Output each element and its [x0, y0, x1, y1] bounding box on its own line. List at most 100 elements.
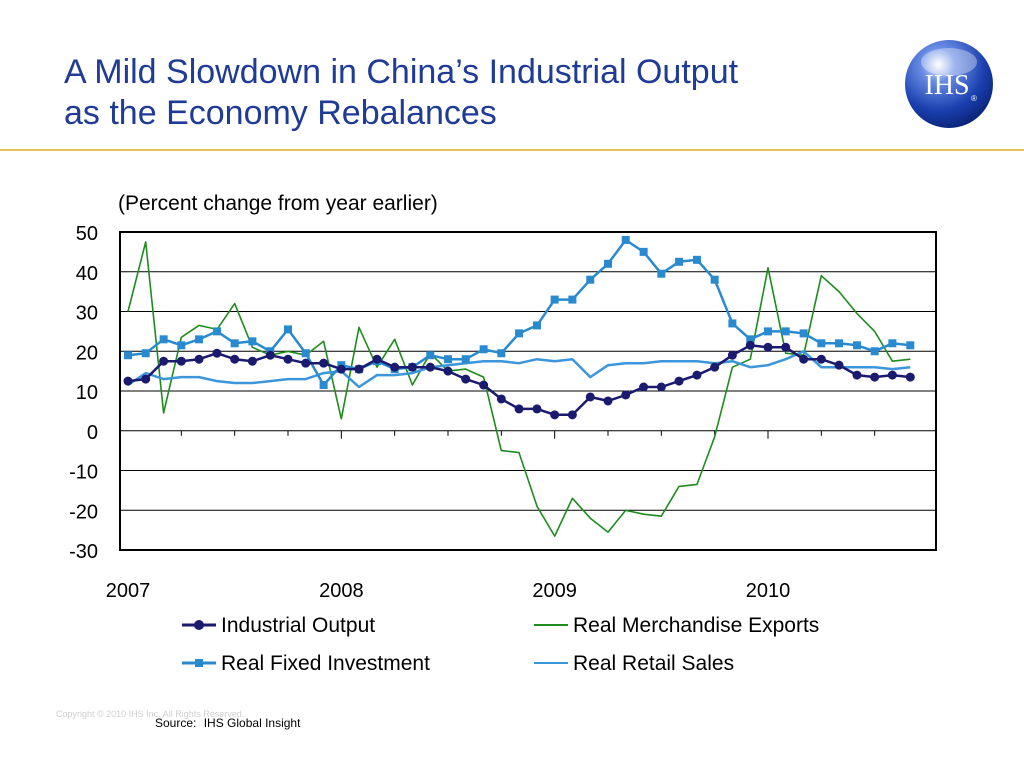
data-point-real-fixed-investment [284, 325, 292, 334]
data-point-industrial-output [816, 354, 826, 364]
plot-series [123, 235, 915, 537]
data-point-industrial-output [461, 374, 471, 384]
slide-title: A Mild Slowdown in China’s Industrial Ou… [64, 52, 738, 134]
data-point-real-fixed-investment [212, 327, 221, 336]
legend-label: Real Merchandise Exports [573, 614, 819, 637]
data-point-industrial-output [870, 372, 880, 382]
data-point-real-fixed-investment [799, 329, 808, 338]
y-tick-label: 20 [76, 342, 98, 364]
chart-subtitle: (Percent change from year earlier) [118, 192, 438, 215]
data-point-real-fixed-investment [692, 255, 701, 264]
x-axis: 2007 2008 2009 2010 [106, 430, 876, 602]
data-point-industrial-output [230, 354, 240, 364]
data-point-real-fixed-investment [532, 321, 541, 330]
legend-item-real-merchandise-exports: Real Merchandise Exports [534, 614, 819, 637]
data-point-real-fixed-investment [764, 327, 772, 336]
data-point-industrial-output [852, 370, 862, 380]
legend: Industrial Output Real Merchandise Export… [182, 614, 819, 675]
data-point-industrial-output [745, 340, 755, 350]
data-point-real-fixed-investment [852, 341, 861, 350]
source-text: IHS Global Insight [203, 716, 301, 730]
title-divider [0, 149, 1024, 151]
data-point-industrial-output [763, 342, 773, 352]
slide-title-line-2: as the Economy Rebalances [64, 94, 497, 132]
data-point-real-fixed-investment [195, 335, 204, 344]
data-point-industrial-output [727, 350, 737, 360]
logo-text: IHS [924, 70, 969, 101]
data-point-industrial-output [425, 362, 435, 372]
x-year-label: 2010 [746, 580, 791, 602]
data-point-industrial-output [550, 410, 560, 420]
y-tick-label: 0 [87, 422, 98, 444]
data-point-real-fixed-investment [515, 329, 524, 338]
data-point-real-fixed-investment [746, 335, 755, 344]
data-point-industrial-output [372, 354, 382, 364]
data-point-industrial-output [532, 404, 542, 414]
data-point-industrial-output [159, 356, 169, 366]
data-point-industrial-output [887, 370, 897, 380]
slide-title-line-1: A Mild Slowdown in China’s Industrial Ou… [64, 53, 739, 91]
data-point-industrial-output [585, 392, 595, 402]
data-point-industrial-output [639, 382, 649, 392]
data-point-industrial-output [710, 362, 720, 372]
data-point-industrial-output [603, 396, 613, 406]
data-point-real-fixed-investment [426, 351, 435, 360]
data-point-real-fixed-investment [301, 349, 310, 358]
data-point-real-fixed-investment [888, 339, 897, 348]
y-tick-label: -20 [69, 501, 98, 523]
y-tick-label: 30 [76, 303, 98, 325]
data-point-real-fixed-investment [586, 275, 595, 284]
copyright-notice: Copyright © 2010 IHS Inc. All Rights Res… [56, 709, 245, 719]
data-point-industrial-output [567, 410, 577, 420]
data-point-real-fixed-investment [870, 347, 879, 356]
data-point-industrial-output [781, 342, 791, 352]
legend-item-industrial-output: Industrial Output [182, 614, 375, 637]
data-point-industrial-output [336, 364, 346, 374]
data-point-industrial-output [390, 362, 400, 372]
data-point-real-fixed-investment [461, 355, 470, 364]
data-point-real-fixed-investment [177, 341, 186, 350]
y-tick-label: 50 [76, 223, 98, 245]
data-point-industrial-output [354, 364, 364, 374]
data-point-industrial-output [212, 348, 222, 358]
data-point-real-fixed-investment [906, 341, 915, 350]
source-note: Source: IHS Global Insight [155, 716, 304, 730]
data-point-industrial-output [123, 376, 133, 386]
y-tick-label: 10 [76, 382, 98, 404]
data-point-industrial-output [674, 376, 684, 386]
data-point-real-fixed-investment [604, 259, 612, 268]
data-point-real-fixed-investment [319, 381, 328, 390]
logo-registered-mark: ® [971, 94, 977, 103]
data-point-industrial-output [799, 354, 809, 364]
data-point-industrial-output [319, 358, 329, 368]
x-year-label: 2007 [106, 580, 151, 602]
data-point-real-fixed-investment [230, 339, 239, 348]
data-point-real-fixed-investment [710, 275, 719, 284]
data-point-industrial-output [621, 390, 631, 400]
data-point-industrial-output [194, 354, 204, 364]
legend-item-real-fixed-investment: Real Fixed Investment [182, 652, 430, 675]
y-axis: 50 40 30 20 10 0 -10 -20 -30 [69, 223, 98, 563]
x-year-label: 2009 [532, 580, 577, 602]
legend-label: Real Retail Sales [573, 652, 734, 675]
legend-label: Industrial Output [221, 614, 375, 637]
source-label: Source: [155, 716, 197, 730]
data-point-real-fixed-investment [657, 269, 666, 278]
data-point-real-fixed-investment [497, 349, 506, 358]
legend-item-real-retail-sales: Real Retail Sales [534, 652, 734, 675]
data-point-industrial-output [905, 372, 915, 382]
data-point-real-fixed-investment [124, 351, 132, 360]
data-point-real-fixed-investment [781, 327, 790, 336]
y-tick-label: 40 [76, 263, 98, 285]
data-point-industrial-output [283, 354, 293, 364]
chart: (Percent change from year earlier) 50 40 3… [69, 192, 937, 675]
data-point-real-fixed-investment [550, 295, 559, 304]
data-point-industrial-output [301, 358, 311, 368]
y-tick-label: -10 [69, 462, 98, 484]
grid-lines [120, 231, 936, 551]
data-point-industrial-output [443, 366, 453, 376]
data-point-real-fixed-investment [159, 335, 168, 344]
data-point-industrial-output [496, 394, 506, 404]
series-line-real-merchandise-exports [127, 241, 911, 537]
data-point-real-fixed-investment [835, 339, 844, 348]
